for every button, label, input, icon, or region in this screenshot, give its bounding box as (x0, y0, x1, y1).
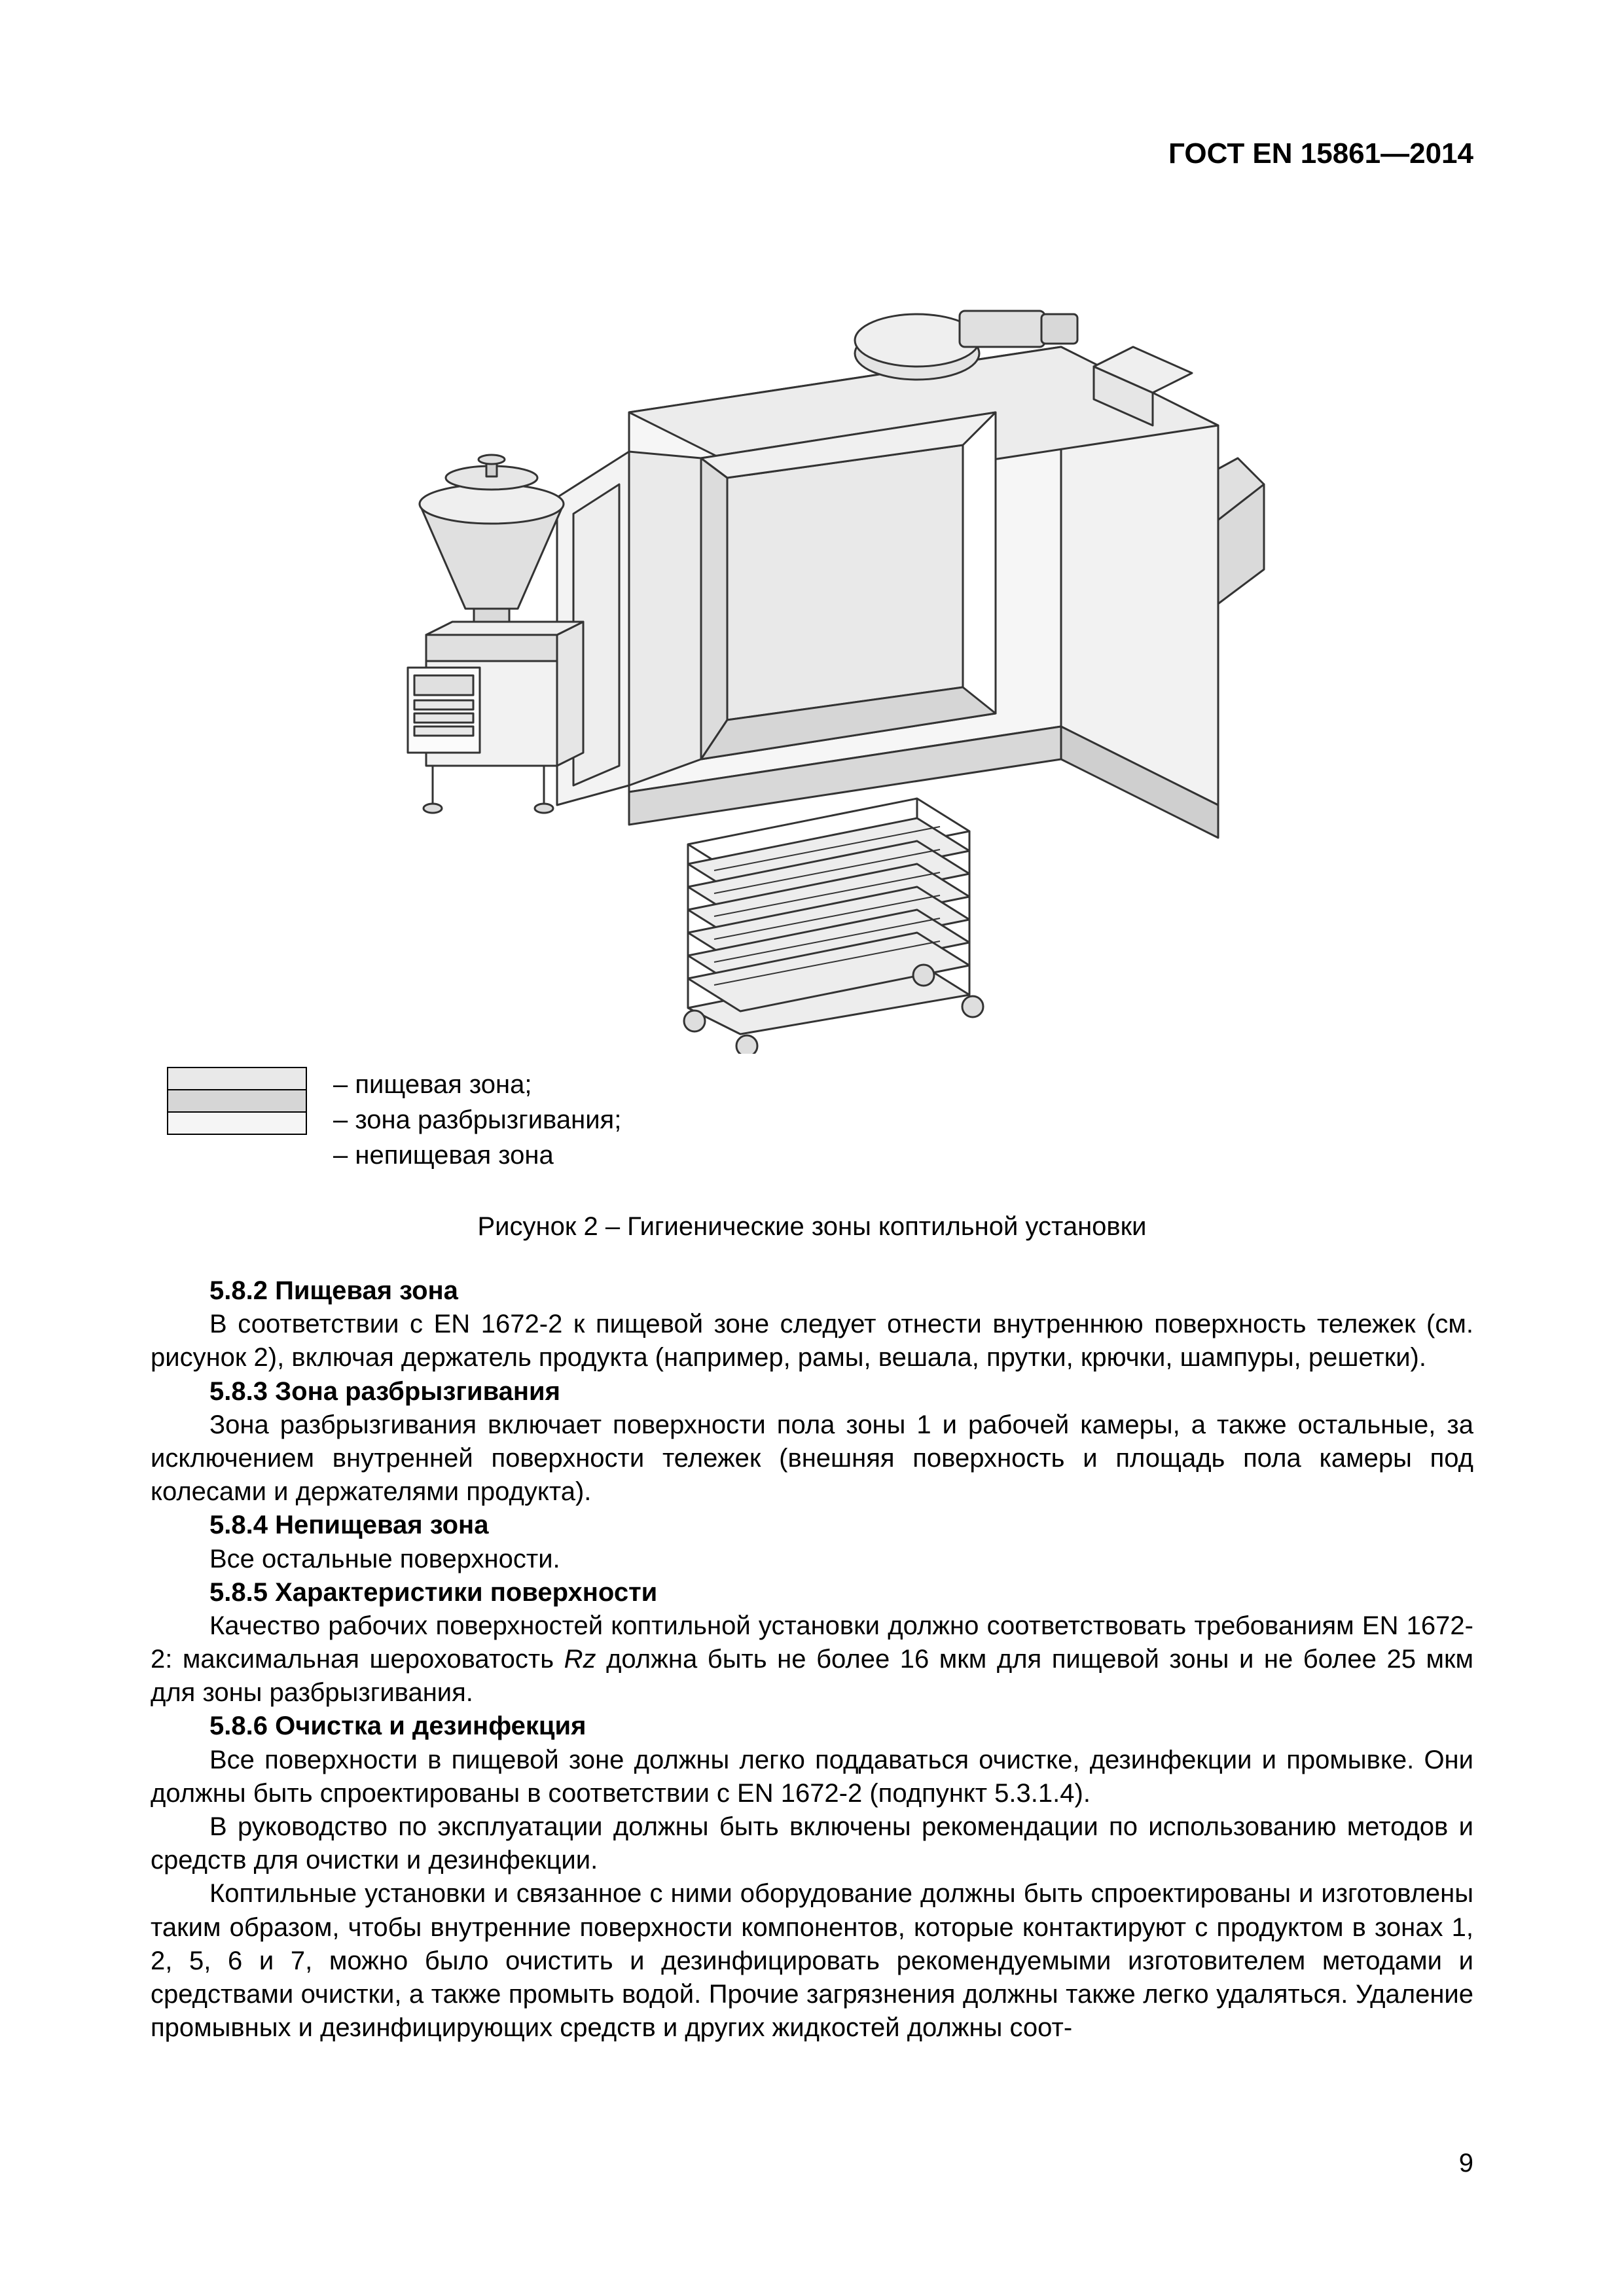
heading-5-8-3: 5.8.3 Зона разбрызгивания (151, 1375, 1473, 1408)
para-5-8-6-2: В руководство по эксплуатации должны быт… (151, 1810, 1473, 1877)
heading-5-8-6: 5.8.6 Очистка и дезинфекция (151, 1710, 1473, 1743)
heading-5-8-5: 5.8.5 Характеристики поверхности (151, 1576, 1473, 1609)
legend-item-1: – пищевая зона; (333, 1067, 621, 1102)
figure-caption: Рисунок 2 – Гигиенические зоны коптильно… (151, 1212, 1473, 1242)
legend-swatches (167, 1067, 307, 1135)
swatch-nonfood-zone (168, 1113, 306, 1134)
legend-item-3: – непищевая зона (333, 1138, 621, 1173)
legend-item-2: – зона разбрызгивания; (333, 1102, 621, 1138)
para-5-8-5-1: Качество рабочих поверхностей коптильной… (151, 1609, 1473, 1710)
swatch-splash-zone (168, 1090, 306, 1113)
body-text: 5.8.2 Пищевая зона В соответствии с EN 1… (151, 1274, 1473, 2045)
heading-5-8-4: 5.8.4 Непищевая зона (151, 1509, 1473, 1542)
doc-id-header: ГОСТ EN 15861—2014 (1168, 137, 1473, 170)
para-5-8-4-1: Все остальные поверхности. (151, 1543, 1473, 1576)
figure-2 (151, 216, 1473, 1054)
figure-legend: – пищевая зона; – зона разбрызгивания; –… (167, 1067, 1473, 1173)
swatch-food-zone (168, 1068, 306, 1090)
para-5-8-6-3: Коптильные установки и связанное с ними … (151, 1877, 1473, 2045)
heading-5-8-2: 5.8.2 Пищевая зона (151, 1274, 1473, 1308)
symbol-rz: Rz (564, 1645, 596, 1674)
para-5-8-3-1: Зона разбрызгивания включает поверхности… (151, 1408, 1473, 1509)
smokehouse-diagram (348, 216, 1277, 1054)
para-5-8-6-1: Все поверхности в пищевой зоне должны ле… (151, 1744, 1473, 1810)
page-number: 9 (1459, 2149, 1473, 2178)
para-5-8-2-1: В соответствии с EN 1672-2 к пищевой зон… (151, 1308, 1473, 1374)
